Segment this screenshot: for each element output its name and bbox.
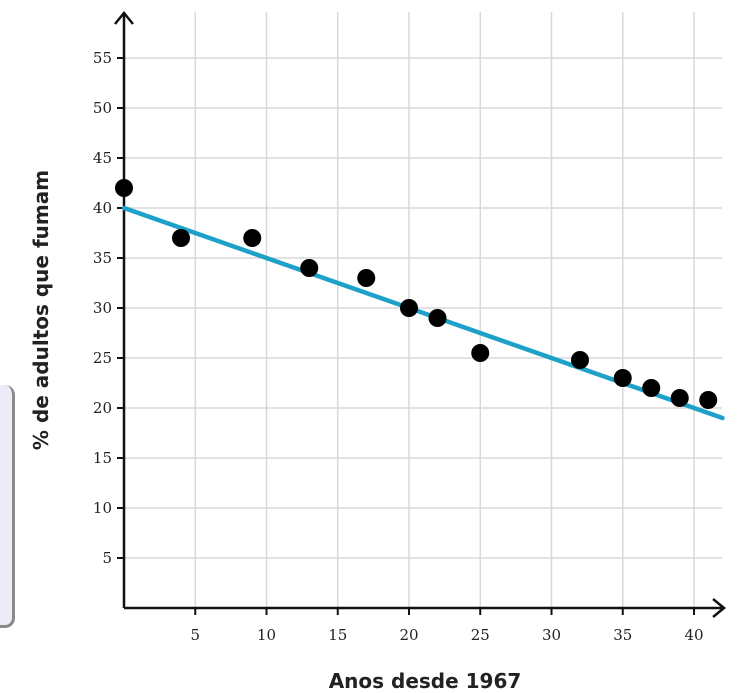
data-point-2 — [243, 229, 262, 247]
data-point-9 — [613, 369, 632, 387]
x-tick-label-10: 10 — [257, 626, 276, 644]
data-point-0 — [115, 179, 133, 197]
data-point-6 — [428, 309, 447, 327]
y-axis-title: % de adultos que fumam — [29, 170, 53, 450]
side-card-fragment — [0, 385, 15, 628]
y-tick-label-45: 45 — [93, 149, 112, 167]
y-tick-label-10: 10 — [93, 499, 112, 517]
tick-labels: 5 10 15 20 25 30 35 40 5 10 15 20 25 30 35 40 45 50 55 — [93, 49, 704, 644]
trend-line — [121, 205, 725, 421]
x-axis-title: Anos desde 1967 — [329, 669, 522, 693]
data-point-11 — [670, 389, 689, 407]
y-tick-label-40: 40 — [93, 199, 112, 217]
x-tick-label-5: 5 — [190, 626, 200, 644]
trend-line-group — [121, 205, 725, 421]
data-point-4 — [357, 269, 376, 287]
data-points — [115, 179, 718, 409]
data-point-3 — [300, 259, 319, 277]
y-tick-label-20: 20 — [93, 399, 112, 417]
x-tick-label-30: 30 — [542, 626, 561, 644]
y-tick-label-55: 55 — [93, 49, 112, 67]
x-axis-arrow — [712, 598, 726, 618]
x-tick-label-20: 20 — [399, 626, 418, 644]
y-tick-label-5: 5 — [102, 549, 112, 567]
x-tick-label-25: 25 — [471, 626, 490, 644]
y-axis-arrow — [114, 11, 134, 25]
data-point-7 — [471, 344, 490, 362]
grid — [124, 12, 722, 608]
data-point-12 — [699, 391, 718, 409]
data-point-10 — [642, 379, 661, 397]
data-point-5 — [400, 299, 418, 317]
y-tick-label-30: 30 — [93, 299, 112, 317]
x-tick-label-35: 35 — [613, 626, 632, 644]
x-tick-label-40: 40 — [684, 626, 703, 644]
x-tick-label-15: 15 — [328, 626, 347, 644]
y-tick-label-25: 25 — [93, 349, 112, 367]
axes — [114, 11, 726, 618]
y-tick-label-15: 15 — [93, 449, 112, 467]
y-tick-label-35: 35 — [93, 249, 112, 267]
data-point-8 — [571, 351, 589, 369]
data-point-1 — [172, 229, 190, 247]
y-tick-label-50: 50 — [93, 99, 112, 117]
